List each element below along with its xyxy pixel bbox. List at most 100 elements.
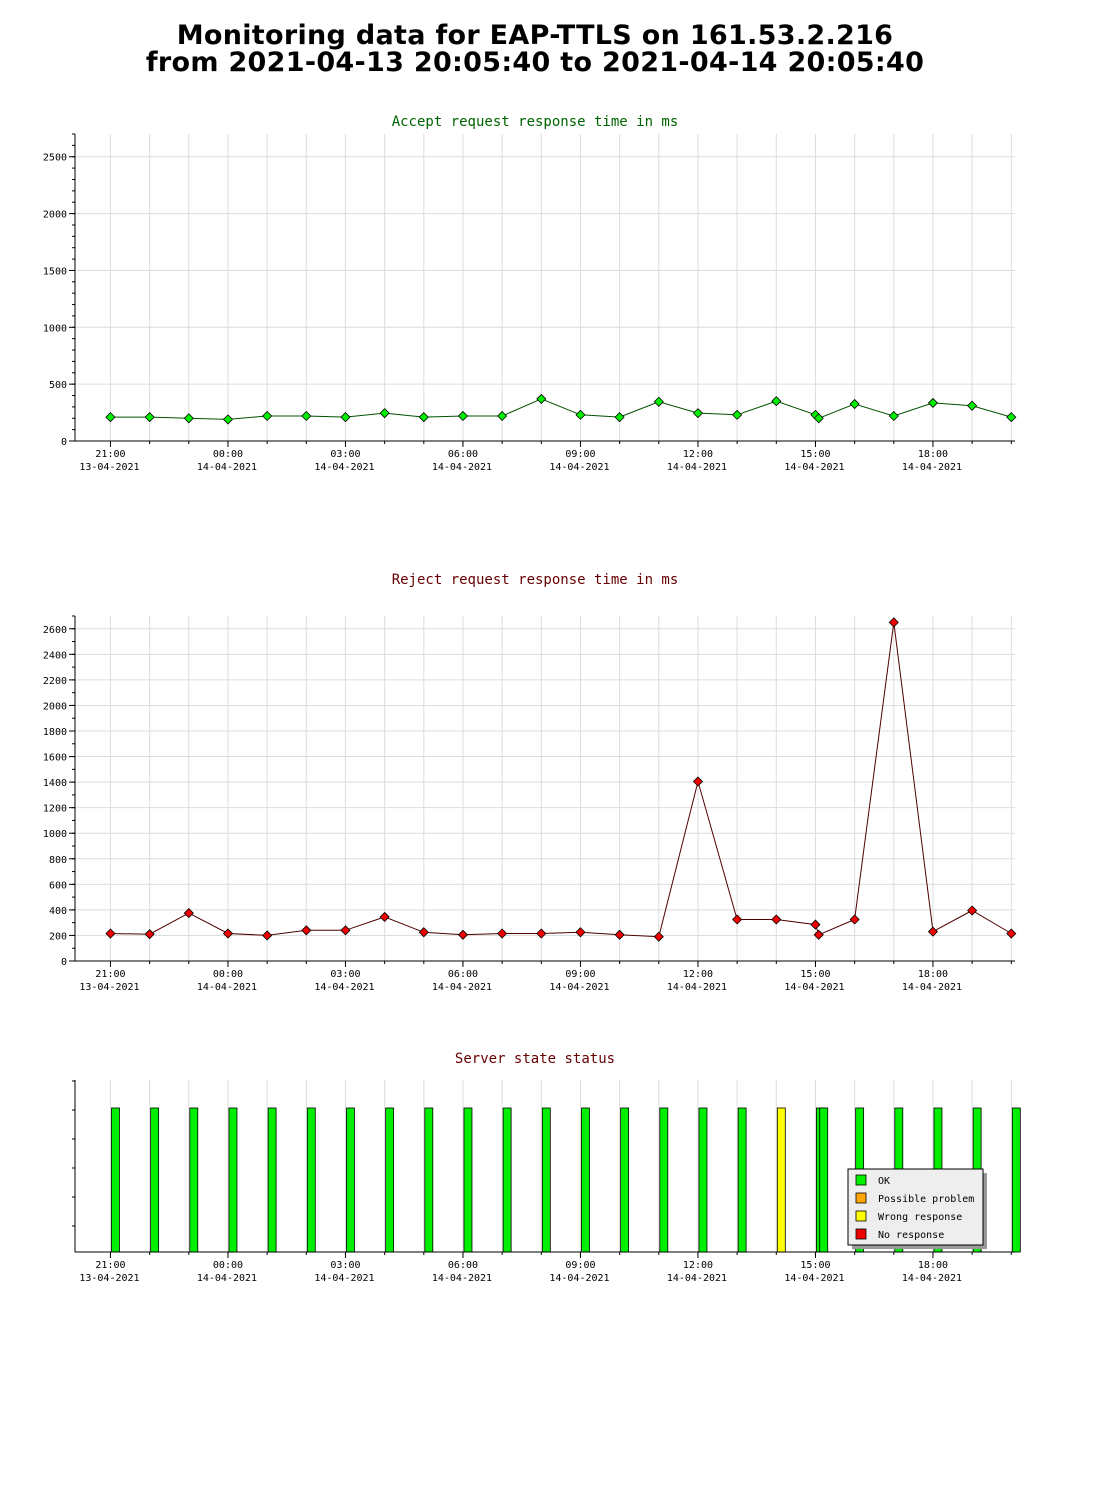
data-point bbox=[418, 927, 429, 938]
y-tick-label: 2000 bbox=[43, 210, 67, 221]
data-point bbox=[418, 412, 429, 423]
x-tick-label: 09:00 bbox=[565, 969, 595, 980]
x-tick-date: 14-04-2021 bbox=[902, 462, 962, 473]
data-point bbox=[967, 400, 978, 411]
data-point bbox=[732, 914, 743, 925]
chart-2: Reject request response time in ms 21:00 1… bbox=[43, 572, 1017, 993]
status-bar bbox=[502, 1107, 512, 1253]
y-tick-label: 0 bbox=[61, 437, 67, 448]
x-tick-date: 14-04-2021 bbox=[667, 982, 727, 993]
page-title-line-2: from 2021-04-13 20:05:40 to 2021-04-14 2… bbox=[145, 47, 925, 78]
x-tick-date: 14-04-2021 bbox=[549, 982, 609, 993]
x-tick-date: 14-04-2021 bbox=[197, 462, 257, 473]
y-tick-label: 0 bbox=[61, 957, 67, 968]
chart-title: Accept request response time in ms bbox=[392, 114, 679, 130]
data-point bbox=[222, 928, 234, 939]
y-tick-label: 1400 bbox=[43, 778, 67, 789]
data-point bbox=[888, 617, 899, 628]
status-bar bbox=[267, 1107, 277, 1253]
legend-box bbox=[847, 1168, 984, 1246]
status-bar bbox=[620, 1107, 630, 1253]
x-tick-date: 14-04-2021 bbox=[667, 462, 727, 473]
y-tick-label: 400 bbox=[49, 906, 67, 917]
x-tick-label: 03:00 bbox=[330, 969, 360, 980]
data-point bbox=[222, 414, 234, 425]
x-tick-date: 14-04-2021 bbox=[902, 1273, 962, 1284]
data-point bbox=[262, 930, 273, 941]
status-bar bbox=[424, 1107, 434, 1253]
y-tick-label: 600 bbox=[49, 880, 67, 891]
x-tick-date: 14-04-2021 bbox=[784, 1273, 844, 1284]
data-point bbox=[771, 396, 782, 407]
status-bar bbox=[698, 1107, 708, 1253]
x-tick-label: 09:00 bbox=[565, 1260, 595, 1271]
chart-title: Server state status bbox=[455, 1051, 615, 1067]
data-point bbox=[967, 905, 978, 916]
x-tick-date: 13-04-2021 bbox=[79, 462, 139, 473]
x-tick-date: 13-04-2021 bbox=[79, 982, 139, 993]
data-point bbox=[614, 929, 625, 940]
status-bar bbox=[581, 1107, 590, 1253]
data-point bbox=[575, 927, 586, 938]
data-point bbox=[1006, 928, 1017, 939]
status-bar bbox=[385, 1107, 395, 1253]
status-bar bbox=[659, 1107, 669, 1253]
data-point bbox=[813, 929, 824, 940]
y-tick-label: 1200 bbox=[43, 804, 67, 815]
x-tick-label: 06:00 bbox=[448, 1260, 478, 1271]
x-tick-date: 14-04-2021 bbox=[432, 462, 492, 473]
y-tick-label: 2600 bbox=[43, 625, 67, 636]
data-point bbox=[144, 929, 155, 940]
status-bar bbox=[346, 1107, 355, 1253]
data-point bbox=[813, 413, 824, 424]
data-point bbox=[732, 409, 743, 420]
legend-swatch bbox=[855, 1174, 867, 1186]
series-line bbox=[110, 398, 1012, 420]
status-bar bbox=[819, 1107, 829, 1253]
data-point bbox=[497, 928, 508, 939]
data-point bbox=[614, 412, 625, 423]
data-point bbox=[1006, 412, 1017, 423]
x-tick-label: 06:00 bbox=[448, 969, 478, 980]
x-tick-date: 14-04-2021 bbox=[197, 982, 257, 993]
legend-label: No response bbox=[878, 1230, 944, 1241]
x-tick-label: 21:00 bbox=[95, 1260, 125, 1271]
chart-3: Server state status 21:00 13-04-2021 00:00 1… bbox=[72, 1051, 1021, 1284]
data-point bbox=[888, 410, 899, 422]
data-point bbox=[105, 928, 116, 939]
status-bar bbox=[463, 1107, 473, 1253]
y-tick-label: 500 bbox=[49, 380, 67, 391]
y-tick-label: 200 bbox=[49, 931, 67, 942]
data-point bbox=[849, 914, 860, 925]
y-tick-label: 1800 bbox=[43, 727, 67, 738]
x-tick-label: 12:00 bbox=[683, 449, 713, 460]
legend-label: Possible problem bbox=[878, 1194, 974, 1205]
data-point bbox=[301, 410, 312, 422]
data-point bbox=[497, 410, 508, 422]
y-tick-label: 2000 bbox=[43, 701, 67, 712]
y-tick-label: 2200 bbox=[43, 676, 67, 687]
x-tick-date: 14-04-2021 bbox=[432, 982, 492, 993]
status-bar bbox=[228, 1107, 238, 1253]
x-tick-label: 09:00 bbox=[565, 449, 595, 460]
legend-swatch bbox=[855, 1192, 867, 1204]
legend-label: Wrong response bbox=[878, 1212, 962, 1223]
x-tick-date: 14-04-2021 bbox=[197, 1273, 257, 1284]
data-point bbox=[849, 398, 860, 410]
x-tick-date: 14-04-2021 bbox=[549, 1273, 609, 1284]
data-point bbox=[536, 393, 547, 404]
legend-label: OK bbox=[878, 1176, 890, 1187]
status-bar bbox=[189, 1107, 199, 1253]
x-tick-label: 15:00 bbox=[800, 449, 830, 460]
status-bar bbox=[306, 1107, 316, 1253]
y-tick-label: 1000 bbox=[43, 829, 67, 840]
y-tick-label: 2400 bbox=[43, 650, 67, 661]
data-point bbox=[457, 929, 469, 940]
chart-1: Accept request response time in ms 21:00 1… bbox=[43, 114, 1017, 473]
data-point bbox=[340, 925, 351, 936]
data-point bbox=[692, 776, 704, 787]
y-tick-label: 2500 bbox=[43, 153, 67, 164]
x-tick-label: 12:00 bbox=[683, 969, 713, 980]
x-tick-date: 14-04-2021 bbox=[314, 462, 374, 473]
